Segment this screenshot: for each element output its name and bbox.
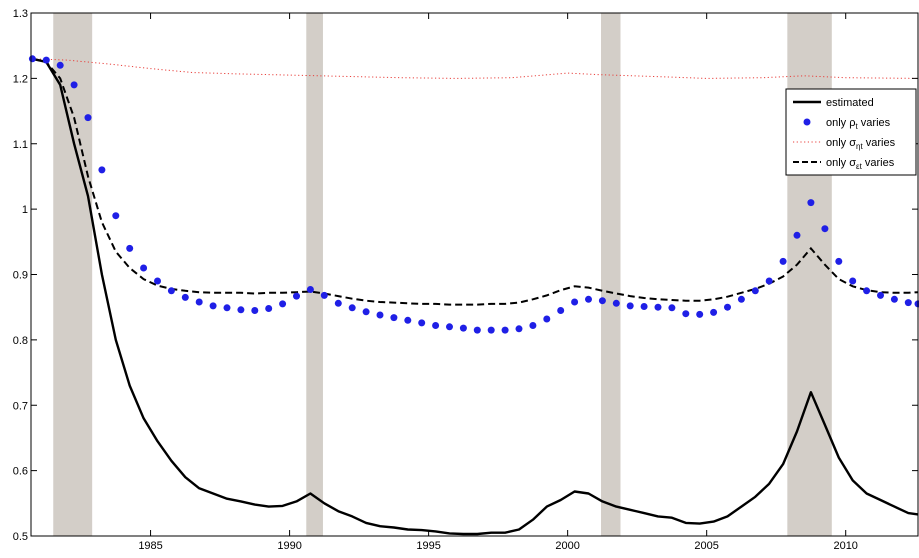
series-only-rho-point bbox=[835, 258, 842, 265]
series-only-rho-point bbox=[168, 287, 175, 294]
series-only-rho-point bbox=[641, 303, 648, 310]
series-only-rho-point bbox=[140, 265, 147, 272]
series-only-rho-point bbox=[780, 258, 787, 265]
series-only-rho-point bbox=[154, 278, 161, 285]
series-only-rho-point bbox=[182, 294, 189, 301]
series-only-rho-point bbox=[599, 297, 606, 304]
series-only-rho-point bbox=[237, 306, 244, 313]
series-only-rho-point bbox=[404, 317, 411, 324]
series-only-rho-point bbox=[98, 166, 105, 173]
series-only-rho-point bbox=[738, 296, 745, 303]
series-only-rho-point bbox=[432, 322, 439, 329]
y-tick-label: 1.1 bbox=[13, 139, 28, 151]
series-only-rho-point bbox=[446, 323, 453, 330]
series-only-rho-point bbox=[752, 287, 759, 294]
series-only-rho-point bbox=[863, 287, 870, 294]
series-only-rho-point bbox=[877, 292, 884, 299]
x-tick-label: 1990 bbox=[277, 540, 301, 552]
x-tick-label: 2005 bbox=[694, 540, 718, 552]
legend-label-rho: only ρt varies bbox=[826, 117, 891, 131]
series-only-rho-point bbox=[655, 304, 662, 311]
series-only-rho-point bbox=[335, 300, 342, 307]
series-only-rho-point bbox=[29, 55, 36, 62]
series-only-rho-point bbox=[460, 325, 467, 332]
y-tick-label: 0.6 bbox=[13, 466, 28, 478]
series-only-rho-point bbox=[891, 296, 898, 303]
series-only-rho-point bbox=[321, 292, 328, 299]
series-only-rho-point bbox=[529, 322, 536, 329]
series-only-rho-point bbox=[43, 57, 50, 64]
y-tick-label: 1.2 bbox=[13, 73, 28, 85]
y-tick-label: 1 bbox=[22, 204, 28, 216]
recession-band bbox=[306, 13, 323, 536]
series-only-rho-point bbox=[794, 232, 801, 239]
series-only-rho-point bbox=[627, 302, 634, 309]
series-only-rho-point bbox=[196, 299, 203, 306]
series-only-rho-point bbox=[821, 225, 828, 232]
series-only-rho-point bbox=[613, 300, 620, 307]
series-only-rho-point bbox=[516, 325, 523, 332]
legend-label-estimated: estimated bbox=[826, 97, 874, 109]
series-only-rho-point bbox=[557, 307, 564, 314]
series-only-rho-point bbox=[126, 245, 133, 252]
series-only-rho-point bbox=[251, 307, 258, 314]
series-only-rho-point bbox=[293, 293, 300, 300]
y-tick-label: 0.9 bbox=[13, 270, 28, 282]
series-only-rho-point bbox=[265, 305, 272, 312]
series-only-rho-point bbox=[696, 311, 703, 318]
recession-band bbox=[53, 13, 92, 536]
series-only-rho-point bbox=[766, 278, 773, 285]
series-only-rho-point bbox=[210, 302, 217, 309]
series-only-rho-point bbox=[668, 304, 675, 311]
series-only-rho-point bbox=[390, 314, 397, 321]
series-only-rho-point bbox=[71, 81, 78, 88]
series-only-rho-point bbox=[363, 308, 370, 315]
series-only-rho-point bbox=[571, 299, 578, 306]
series-only-rho-point bbox=[543, 316, 550, 323]
series-only-rho-point bbox=[418, 319, 425, 326]
series-only-rho-point bbox=[905, 299, 912, 306]
series-only-rho-point bbox=[710, 309, 717, 316]
series-only-rho-point bbox=[682, 310, 689, 317]
recession-band bbox=[601, 13, 620, 536]
y-tick-label: 1.3 bbox=[13, 8, 28, 20]
x-tick-label: 2000 bbox=[555, 540, 579, 552]
series-only-rho-point bbox=[724, 304, 731, 311]
series-only-rho-point bbox=[112, 212, 119, 219]
series-only-rho-point bbox=[85, 114, 92, 121]
x-tick-label: 1995 bbox=[416, 540, 440, 552]
x-tick-label: 1985 bbox=[138, 540, 162, 552]
series-only-rho-point bbox=[807, 199, 814, 206]
x-tick-label: 2010 bbox=[833, 540, 857, 552]
series-only-rho-point bbox=[377, 312, 384, 319]
series-only-rho-point bbox=[307, 286, 314, 293]
series-only-rho-point bbox=[224, 304, 231, 311]
y-tick-label: 0.8 bbox=[13, 335, 28, 347]
series-only-rho-point bbox=[279, 300, 286, 307]
legend-marker-only-rho bbox=[804, 119, 811, 126]
series-only-rho-point bbox=[849, 278, 856, 285]
series-only-rho-point bbox=[57, 62, 64, 69]
y-tick-label: 0.5 bbox=[13, 531, 28, 543]
series-only-rho-point bbox=[488, 327, 495, 334]
series-only-rho-point bbox=[502, 327, 509, 334]
series-only-rho-point bbox=[585, 296, 592, 303]
series-only-rho-point bbox=[349, 304, 356, 311]
y-tick-label: 0.7 bbox=[13, 400, 28, 412]
series-only-rho-point bbox=[474, 327, 481, 334]
